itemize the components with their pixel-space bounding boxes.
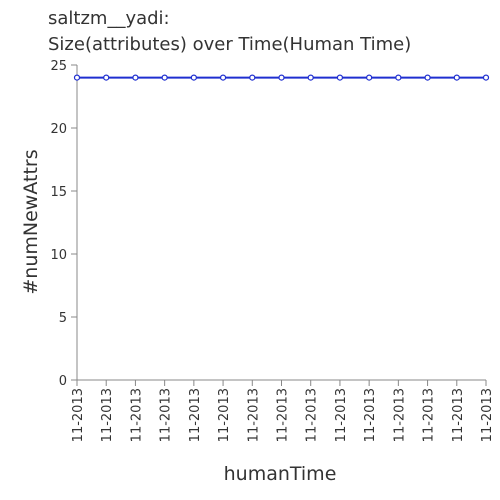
x-tick-label: 11-2013 (480, 388, 495, 442)
point (249, 74, 256, 81)
x-tick-label: 11-2013 (305, 388, 320, 442)
x-tick-label: 11-2013 (392, 388, 407, 442)
point (482, 74, 490, 81)
x-tick-label: 11-2013 (159, 388, 174, 442)
x-tick-label: 11-2013 (334, 388, 349, 442)
point (219, 74, 227, 81)
chart-title: saltzm__yadi: (48, 8, 170, 29)
x-tick-label: 11-2013 (188, 388, 203, 442)
chart-subtitle: Size(attributes) over Time(Human Time) (48, 34, 411, 55)
x-tick-label: 11-2013 (71, 388, 86, 442)
point (336, 74, 344, 81)
x-tick-label: 11-2013 (129, 388, 144, 442)
point (103, 74, 110, 81)
y-tick-label: 20 (50, 122, 67, 137)
x-tick-label: 11-2013 (246, 388, 261, 442)
point (278, 74, 285, 81)
x-axis-label: humanTime (224, 463, 337, 485)
x-tick-label: 11-2013 (422, 388, 437, 442)
y-tick-label: 0 (59, 374, 67, 389)
y-tick-label: 5 (59, 311, 67, 326)
point (73, 74, 81, 81)
y-tick-label: 10 (50, 248, 67, 263)
y-tick-label: 15 (50, 185, 67, 200)
point (366, 74, 373, 81)
y-tick-label: 25 (50, 59, 67, 74)
point (132, 74, 139, 81)
point (453, 74, 460, 81)
point (307, 74, 314, 81)
point (190, 74, 197, 81)
y-axis-label: #numNewAttrs (20, 149, 42, 294)
x-tick-label: 11-2013 (276, 388, 291, 442)
point (161, 74, 168, 81)
x-tick-label: 11-2013 (363, 388, 378, 442)
x-tick-label: 11-2013 (100, 388, 115, 442)
x-tick-label: 11-2013 (451, 388, 466, 442)
point (395, 74, 402, 81)
x-tick-label: 11-2013 (217, 388, 232, 442)
point (424, 74, 431, 81)
